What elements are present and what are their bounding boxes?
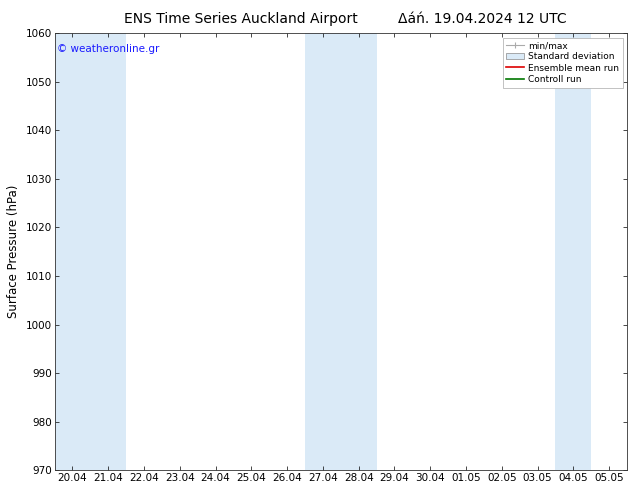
Text: © weatheronline.gr: © weatheronline.gr <box>58 44 160 54</box>
Bar <box>305 33 377 470</box>
Text: ENS Time Series Auckland Airport: ENS Time Series Auckland Airport <box>124 12 358 26</box>
Bar <box>555 33 592 470</box>
Legend: min/max, Standard deviation, Ensemble mean run, Controll run: min/max, Standard deviation, Ensemble me… <box>503 38 623 88</box>
Bar <box>55 33 126 470</box>
Y-axis label: Surface Pressure (hPa): Surface Pressure (hPa) <box>7 185 20 318</box>
Text: Δáń. 19.04.2024 12 UTC: Δáń. 19.04.2024 12 UTC <box>398 12 566 26</box>
